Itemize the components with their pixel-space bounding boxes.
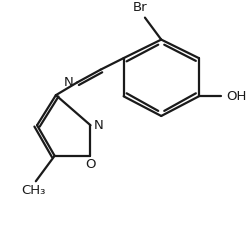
Text: N: N	[93, 119, 103, 132]
Text: N: N	[64, 76, 73, 89]
Text: OH: OH	[226, 90, 246, 103]
Text: CH₃: CH₃	[21, 183, 45, 197]
Text: Br: Br	[132, 1, 147, 14]
Text: O: O	[85, 158, 96, 171]
